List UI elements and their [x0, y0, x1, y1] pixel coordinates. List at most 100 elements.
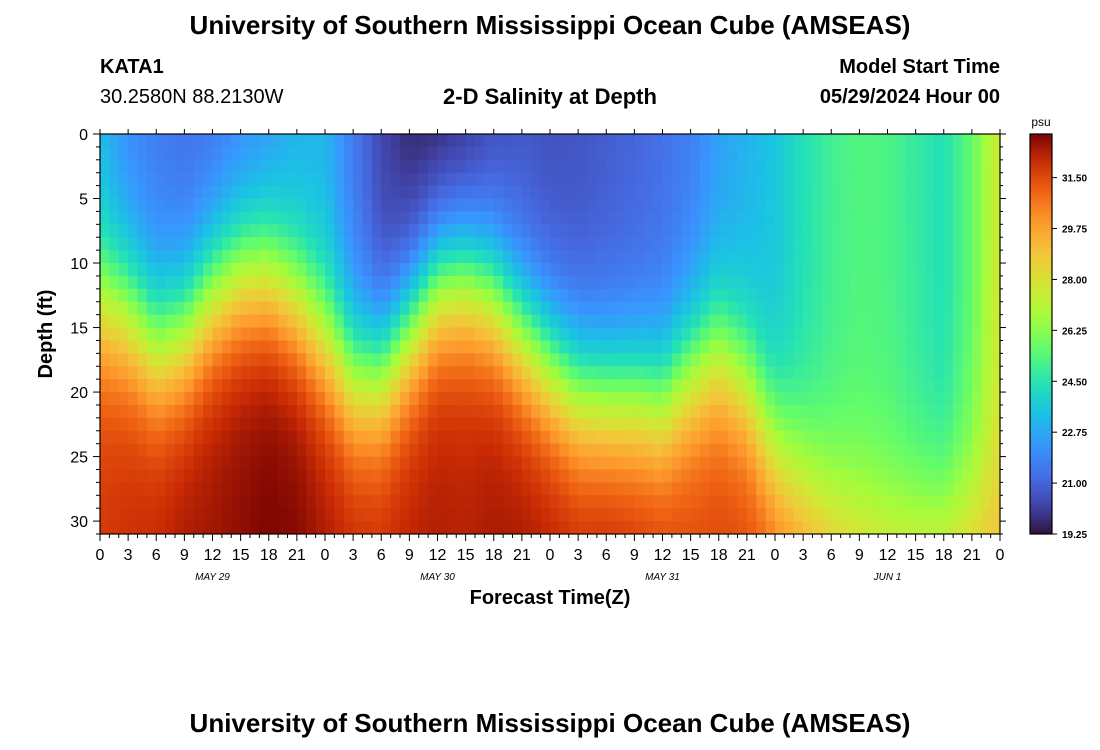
heat-cell	[925, 301, 935, 316]
heat-cell	[859, 353, 870, 367]
heat-cell	[634, 275, 645, 290]
heat-cell	[203, 469, 214, 483]
heat-cell	[315, 224, 326, 238]
heat-cell	[728, 417, 739, 432]
heat-cell	[690, 198, 701, 213]
heat-cell	[718, 146, 729, 161]
heat-cell	[128, 340, 139, 354]
heat-cell	[643, 392, 654, 406]
heat-cell	[981, 134, 992, 148]
heat-cell	[990, 417, 1000, 432]
heat-cell	[653, 521, 664, 534]
heat-cell	[962, 340, 973, 354]
footer-title: University of Southern Mississippi Ocean…	[189, 708, 911, 738]
heat-cell	[746, 146, 757, 161]
heat-cell	[859, 366, 870, 380]
heat-cell	[568, 456, 579, 471]
heat-cell	[353, 417, 364, 432]
heat-cell	[765, 508, 776, 522]
heat-cell	[146, 172, 157, 187]
heat-cell	[981, 392, 992, 406]
heat-cell	[531, 275, 542, 290]
heat-cell	[212, 172, 223, 187]
heat-cell	[128, 430, 139, 445]
heat-cell	[175, 185, 185, 200]
heat-cell	[221, 495, 232, 509]
heat-cell	[390, 366, 401, 380]
heat-cell	[512, 224, 523, 238]
heat-cell	[362, 250, 373, 264]
heat-cell	[896, 250, 907, 264]
heat-cell	[793, 224, 804, 238]
heat-cell	[325, 443, 335, 458]
heat-cell	[971, 430, 982, 445]
heat-cell	[306, 211, 317, 225]
heat-cell	[128, 327, 139, 342]
heat-cell	[728, 392, 739, 406]
heat-cell	[165, 404, 176, 419]
heat-cell	[671, 146, 682, 161]
heat-cell	[278, 353, 289, 367]
heat-cell	[521, 198, 532, 213]
heat-cell	[615, 443, 626, 458]
heat-cell	[925, 508, 935, 522]
heat-cell	[146, 469, 157, 483]
heat-cell	[578, 404, 589, 419]
heat-cell	[100, 172, 110, 187]
heat-cell	[746, 237, 757, 251]
heat-cell	[259, 404, 270, 419]
heat-cell	[981, 314, 992, 329]
heat-cell	[456, 340, 467, 354]
heat-cell	[428, 250, 439, 264]
heat-cell	[896, 417, 907, 432]
heat-cell	[118, 275, 129, 290]
heat-cell	[550, 314, 560, 329]
heat-cell	[203, 508, 214, 522]
heat-cell	[981, 275, 992, 290]
heat-cell	[596, 521, 607, 534]
heat-cell	[240, 159, 251, 174]
heat-cell	[484, 134, 495, 148]
heat-cell	[568, 353, 579, 367]
heat-cell	[625, 159, 635, 174]
heat-cell	[521, 327, 532, 342]
heat-cell	[184, 469, 195, 483]
heat-cell	[831, 469, 842, 483]
heat-cell	[953, 314, 964, 329]
heat-cell	[606, 456, 617, 471]
heat-cell	[362, 237, 373, 251]
heat-cell	[250, 469, 260, 483]
heat-cell	[775, 198, 785, 213]
heat-cell	[212, 353, 223, 367]
heat-cell	[737, 508, 748, 522]
heat-cell	[943, 469, 954, 483]
heat-cell	[437, 443, 448, 458]
heat-cell	[231, 430, 242, 445]
heat-cell	[934, 237, 945, 251]
heat-cell	[446, 443, 457, 458]
heat-cell	[943, 482, 954, 496]
heat-cell	[700, 288, 710, 303]
heat-cell	[737, 263, 748, 277]
heat-cell	[709, 495, 720, 509]
heat-cell	[456, 379, 467, 393]
heat-cell	[850, 237, 860, 251]
heat-cell	[184, 430, 195, 445]
heat-cell	[531, 146, 542, 161]
heat-cell	[137, 353, 148, 367]
heat-cell	[165, 134, 176, 148]
heat-cell	[812, 456, 823, 471]
heat-cell	[634, 340, 645, 354]
heat-cell	[409, 314, 420, 329]
heat-cell	[259, 456, 270, 471]
heat-cell	[212, 263, 223, 277]
heat-cell	[109, 263, 120, 277]
heat-cell	[306, 521, 317, 534]
heat-cell	[137, 379, 148, 393]
heat-cell	[465, 469, 476, 483]
heat-cell	[400, 288, 410, 303]
heat-cell	[334, 379, 345, 393]
heat-cell	[381, 288, 392, 303]
heat-cell	[690, 469, 701, 483]
heat-cell	[109, 250, 120, 264]
